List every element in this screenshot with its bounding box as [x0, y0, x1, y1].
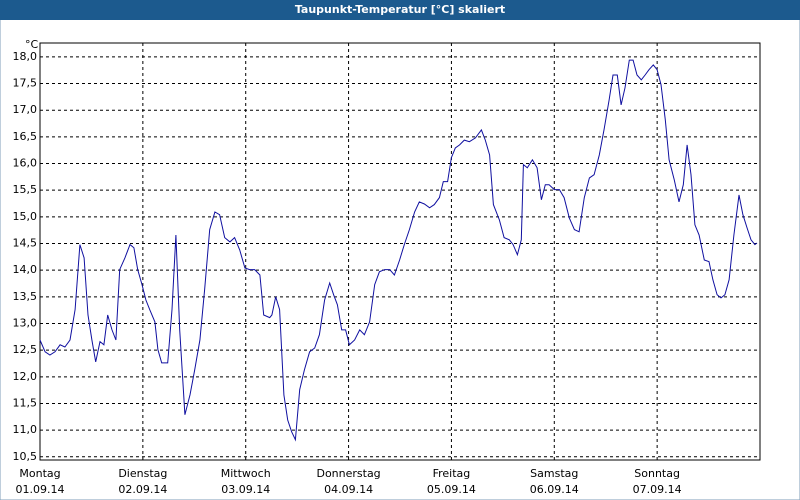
y-tick-label: 17,0	[13, 103, 38, 116]
chart-title: Taupunkt-Temperatur [°C] skaliert	[295, 3, 505, 16]
x-tick-date: 03.09.14	[221, 483, 270, 496]
y-tick-label: 12,0	[13, 370, 38, 383]
x-tick-date: 01.09.14	[16, 483, 65, 496]
x-tick-label: Samstag	[530, 467, 578, 480]
x-tick-label: Freitag	[433, 467, 471, 480]
y-tick-label: 13,5	[13, 290, 38, 303]
x-tick-label: Dienstag	[118, 467, 167, 480]
plot-area	[40, 43, 760, 460]
x-tick-date: 04.09.14	[324, 483, 373, 496]
plot-frame	[39, 42, 761, 461]
y-tick-label: 11,5	[13, 396, 38, 409]
data-line	[39, 59, 758, 442]
title-bar	[0, 0, 800, 20]
x-tick-date: 02.09.14	[118, 483, 167, 496]
x-tick-label: Mittwoch	[221, 467, 271, 480]
x-tick-label: Montag	[19, 467, 60, 480]
x-tick-date: 07.09.14	[633, 483, 682, 496]
y-tick-label: 14,0	[13, 263, 38, 276]
y-unit: °C	[25, 38, 39, 51]
y-tick-label: 16,0	[13, 157, 38, 170]
y-tick-label: 14,5	[13, 237, 38, 250]
y-tick-label: 12,5	[13, 343, 38, 356]
y-tick-label: 10,5	[13, 450, 38, 463]
y-tick-label: 11,0	[13, 423, 38, 436]
y-tick-label: 13,0	[13, 316, 38, 329]
x-tick-date: 06.09.14	[530, 483, 579, 496]
x-tick-label: Donnerstag	[316, 467, 380, 480]
x-tick-label: Sonntag	[634, 467, 680, 480]
y-tick-label: 15,5	[13, 183, 38, 196]
y-tick-label: 18,0	[13, 50, 38, 63]
y-tick-label: 15,0	[13, 210, 38, 223]
x-tick-date: 05.09.14	[427, 483, 476, 496]
y-tick-label: 16,5	[13, 130, 38, 143]
y-tick-label: 17,5	[13, 77, 38, 90]
